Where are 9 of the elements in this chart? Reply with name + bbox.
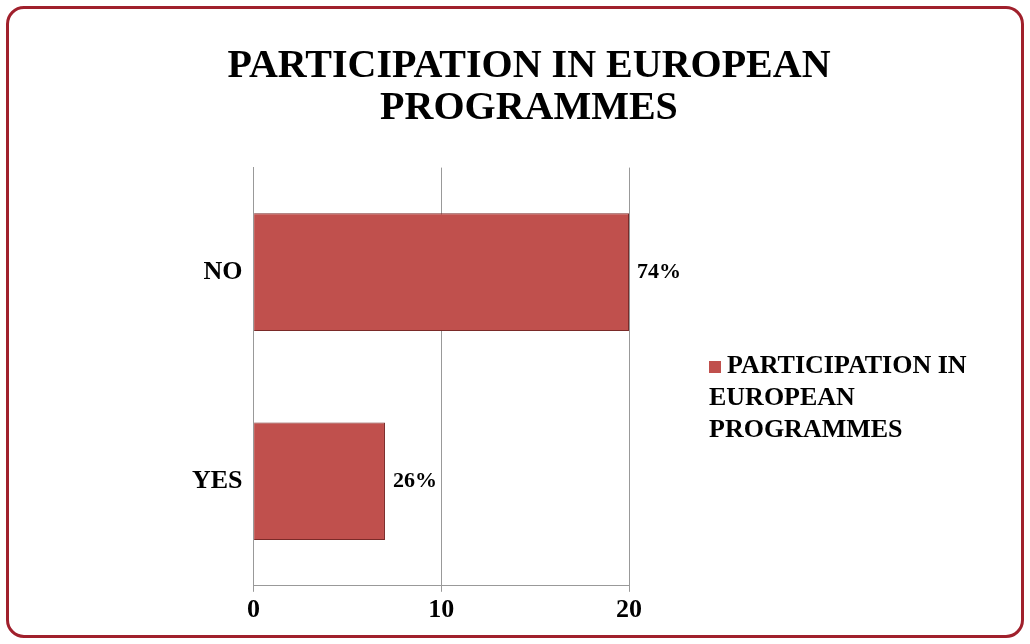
x-tick-label: 10 xyxy=(428,594,455,624)
x-tick-label: 20 xyxy=(616,594,642,624)
y-tick-label: YES xyxy=(192,464,243,494)
annotation: 26% xyxy=(392,466,437,492)
legend-label: PARTICIPATION IN EUROPEAN PROGRAMMES xyxy=(709,350,967,443)
y-tick-label: NO xyxy=(203,255,243,285)
x-tick-label: 0 xyxy=(247,594,261,624)
chart-title: PARTICIPATION IN EUROPEAN PROGRAMMES xyxy=(226,41,832,128)
annotation: 74% xyxy=(637,257,681,283)
